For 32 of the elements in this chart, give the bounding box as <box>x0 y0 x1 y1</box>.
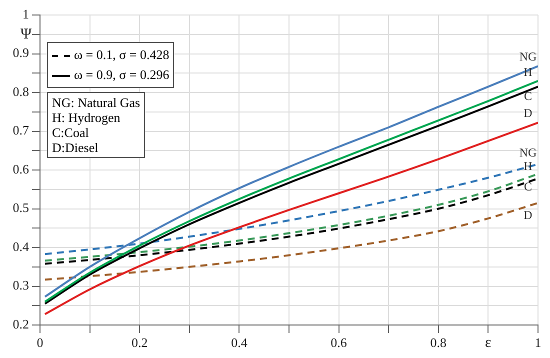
annotation: C:Coal <box>52 125 90 140</box>
x-tick-label: 1 <box>534 335 542 350</box>
annotation: D <box>524 106 533 120</box>
annotation: ω = 0.9, σ = 0.296 <box>73 66 170 84</box>
x-tick-label: 0.4 <box>231 335 248 350</box>
line-series <box>44 202 538 281</box>
y-axis-title: Ψ <box>20 26 32 42</box>
y-tick-label: 1 <box>22 6 29 22</box>
y-tick-label: 0.2 <box>12 316 29 332</box>
annotation: D <box>524 208 533 222</box>
y-tick-label: 0.3 <box>12 278 29 293</box>
y-tick-label: 0.6 <box>12 161 30 176</box>
x-tick-label: 0.6 <box>330 335 348 350</box>
annotation: H: Hydrogen <box>52 110 122 125</box>
x-tick-label: 0.8 <box>430 335 447 350</box>
annotation: C <box>524 180 532 194</box>
x-tick-label: 0 <box>36 335 44 350</box>
x-axis-title: ε <box>485 334 492 351</box>
annotation: C <box>524 88 532 103</box>
annotation: NG: Natural Gas <box>52 95 140 110</box>
y-tick-label: 0.4 <box>12 238 30 254</box>
annotation: ω = 0.1, σ = 0.428 <box>73 46 170 64</box>
annotation: NG <box>519 145 537 160</box>
annotation: D:Diesel <box>52 140 100 155</box>
annotation: H <box>524 159 533 174</box>
line-series <box>44 163 538 256</box>
y-tick-label: 0.5 <box>12 200 29 216</box>
x-tick-label: 0.2 <box>131 335 148 350</box>
y-tick-label: 0.7 <box>12 122 30 138</box>
y-tick-label: 0.9 <box>12 45 29 60</box>
annotation: NG <box>519 49 537 64</box>
y-tick-label: 0.8 <box>12 84 29 99</box>
